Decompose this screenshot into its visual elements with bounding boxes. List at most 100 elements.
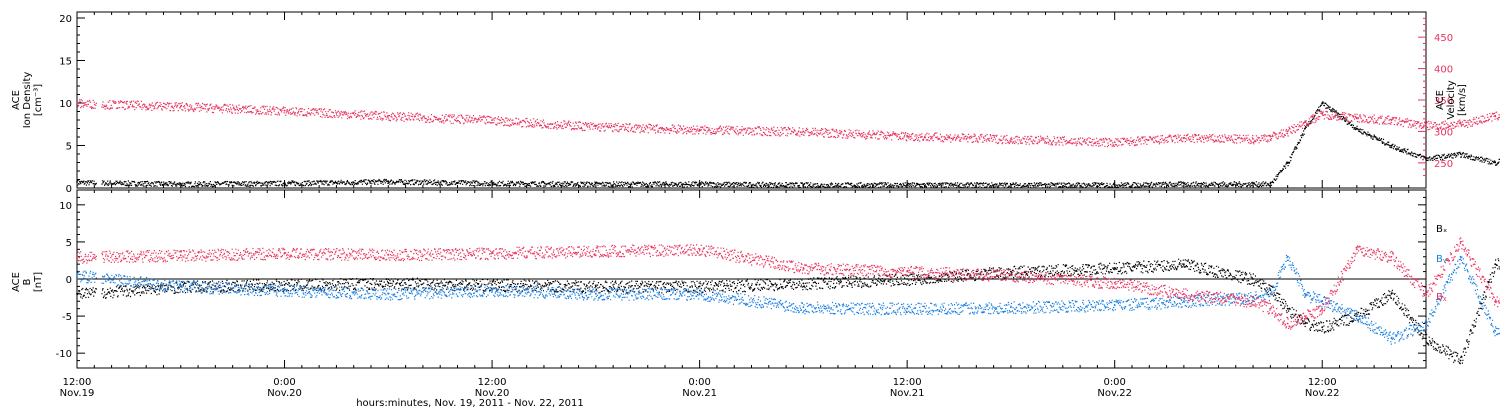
density-series-marker: [491, 182, 493, 184]
density-series-marker: [802, 183, 805, 186]
x-axis-label: hours:minutes, Nov. 19, 2011 - Nov. 22, …: [356, 398, 584, 409]
bz-series-marker: [387, 253, 390, 256]
velocity-series-marker: [1182, 136, 1185, 139]
y-tick-label-field: -5: [62, 312, 72, 323]
density-series-marker: [1390, 144, 1393, 147]
bz-series-marker: [1425, 292, 1427, 295]
density-series-marker: [594, 182, 597, 185]
density-series-marker: [1459, 153, 1462, 155]
density-series-marker: [1355, 127, 1358, 130]
velocity-series-marker: [1355, 116, 1358, 119]
by-series-marker: [179, 285, 182, 288]
by-series-marker: [906, 307, 909, 310]
bz-series-marker: [283, 252, 286, 254]
bx-series-marker: [1113, 266, 1116, 269]
y-label-line: [km/s]: [1457, 84, 1468, 116]
bx-series-marker: [387, 281, 390, 284]
velocity-series: [76, 99, 1500, 148]
by-series-marker: [802, 306, 805, 309]
velocity-series-marker: [1113, 141, 1116, 144]
legend-bx: Bₓ: [1436, 224, 1447, 235]
bx-series-marker: [906, 278, 909, 280]
bz-series-marker: [1286, 322, 1289, 325]
by-series-marker: [1113, 304, 1116, 306]
bx-series-marker: [1252, 278, 1254, 280]
bz-series-marker: [1494, 300, 1497, 303]
by-series-marker: [1494, 330, 1497, 332]
velocity-series-marker: [1010, 138, 1012, 140]
y-tick-label-field: 5: [66, 238, 72, 249]
bz-series-marker: [802, 266, 805, 269]
bz-series-marker: [179, 254, 182, 257]
y-tick-label-right: 400: [1434, 65, 1453, 76]
density-series-marker: [1286, 161, 1289, 164]
density-series-marker: [179, 182, 182, 185]
density-series-marker: [76, 181, 78, 183]
velocity-series-marker: [1321, 112, 1324, 115]
density-series: [76, 101, 1500, 189]
bx-series: [76, 258, 1500, 365]
velocity-series-marker: [594, 125, 597, 128]
y-tick-label-left: 10: [59, 99, 72, 110]
by-series-marker: [1390, 337, 1393, 340]
bx-series-marker: [1494, 263, 1497, 266]
bx-series-marker: [1269, 289, 1272, 292]
by-series-marker: [283, 289, 286, 292]
density-series-marker: [1494, 161, 1497, 164]
bz-series-points: [77, 237, 1500, 330]
velocity-series-points: [77, 99, 1500, 148]
x-tick-date: Nov.20: [267, 388, 302, 399]
x-tick-date: Nov.22: [1097, 388, 1132, 399]
x-tick-time: 12:00: [478, 377, 507, 388]
by-series-marker: [1010, 306, 1012, 309]
bx-series-marker: [1304, 322, 1306, 325]
by-series-marker: [698, 292, 701, 295]
density-series-marker: [1182, 182, 1185, 185]
bx-series-marker: [594, 285, 597, 288]
bx-series-marker: [698, 285, 701, 288]
by-series-marker: [1182, 300, 1185, 303]
bx-series-marker: [491, 284, 493, 286]
x-tick-date: Nov.21: [890, 388, 925, 399]
y-tick-label-left: 0: [66, 184, 72, 195]
bz-series-marker: [1010, 274, 1012, 277]
bx-series-marker: [1390, 292, 1393, 295]
density-series-marker: [698, 182, 701, 185]
y-tick-label-left: 20: [59, 14, 72, 25]
bx-series-marker: [802, 282, 805, 285]
bx-series-marker: [1321, 326, 1324, 329]
velocity-series-marker: [283, 109, 286, 112]
density-series-points: [77, 101, 1500, 189]
velocity-series-marker: [387, 114, 390, 117]
x-tick-time: 12:00: [1308, 377, 1337, 388]
bz-series-marker: [1252, 300, 1254, 303]
velocity-series-marker: [1286, 130, 1289, 133]
bz-series-marker: [491, 252, 493, 254]
legend: Bₓ Bᵧ Bᵪ: [1436, 224, 1447, 303]
density-series-marker: [1425, 157, 1427, 160]
bz-series-marker: [906, 270, 909, 273]
velocity-series-marker: [1459, 122, 1462, 125]
axis-ticks: [76, 12, 1427, 369]
y-tick-label-field: -10: [56, 349, 72, 360]
velocity-ylabel: ACE Velocity [km/s]: [1435, 80, 1468, 119]
velocity-series-marker: [1390, 119, 1393, 122]
density-series-marker: [1113, 183, 1116, 186]
y-tick-label-left: 15: [59, 57, 72, 68]
y-tick-label-right: 350: [1434, 96, 1453, 107]
y-tick-label-left: 5: [66, 142, 72, 153]
by-series-marker: [76, 274, 78, 277]
x-tick-time: 12:00: [893, 377, 922, 388]
y-tick-label-right: 300: [1434, 127, 1453, 138]
bx-series-marker: [1010, 270, 1012, 273]
density-series-marker: [1252, 182, 1254, 185]
y-label-line: Velocity: [1446, 80, 1457, 119]
y-label-line: ACE: [1435, 90, 1446, 110]
velocity-series-marker: [802, 130, 805, 133]
x-tick-date: Nov.19: [60, 388, 95, 399]
x-tick-date: Nov.22: [1305, 388, 1340, 399]
by-series-marker: [1269, 292, 1272, 295]
data-series: [76, 99, 1500, 365]
by-series-marker: [1425, 322, 1427, 325]
y-label-line: Ion Density: [22, 72, 33, 129]
